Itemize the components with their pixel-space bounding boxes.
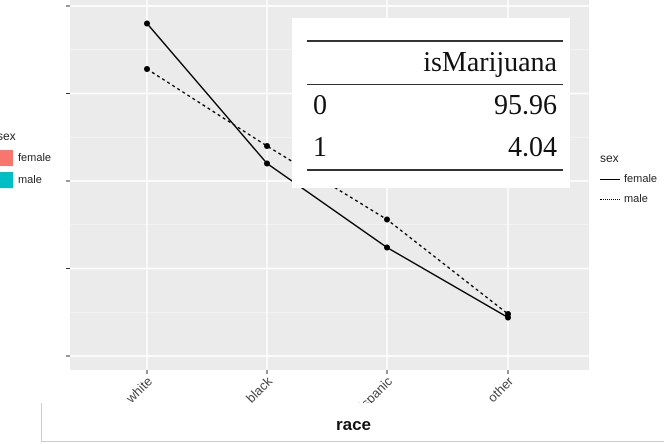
data-point-female bbox=[384, 244, 390, 251]
data-point-male bbox=[264, 143, 270, 149]
x-axis-label: race bbox=[336, 415, 371, 434]
fill-legend: sex female male bbox=[0, 129, 51, 191]
x-axis-label-box: race bbox=[41, 403, 664, 442]
table-row: 0 95.96 bbox=[307, 85, 563, 128]
data-point-male bbox=[384, 216, 390, 223]
female-swatch bbox=[0, 150, 13, 166]
table-header-row: isMarijuana bbox=[307, 40, 563, 85]
x-tick-label: black bbox=[243, 373, 275, 405]
linetype-legend: sex female male bbox=[600, 151, 657, 209]
x-tick-label: other bbox=[485, 373, 517, 405]
solid-line-key bbox=[600, 178, 620, 180]
x-tick-label: white bbox=[122, 374, 155, 407]
fill-legend-label-male: male bbox=[18, 174, 42, 186]
fill-legend-item-male: male bbox=[0, 169, 51, 191]
data-point-male bbox=[505, 311, 511, 317]
linetype-legend-item-female: female bbox=[600, 169, 657, 189]
male-swatch bbox=[0, 172, 13, 188]
fill-legend-label-female: female bbox=[18, 152, 52, 164]
linetype-legend-label-female: female bbox=[624, 173, 658, 185]
table-header-blank bbox=[307, 40, 346, 85]
dotted-line-key bbox=[600, 198, 620, 200]
data-point-male bbox=[144, 66, 150, 72]
table-overlay: isMarijuana 0 95.96 1 4.04 bbox=[292, 18, 570, 188]
y-ticks bbox=[66, 5, 70, 357]
data-point-female bbox=[264, 160, 270, 167]
table-row-index: 1 bbox=[307, 127, 346, 171]
table-row-value: 95.96 bbox=[494, 90, 557, 121]
table-header-ismarijuana: isMarijuana bbox=[345, 40, 563, 85]
linetype-legend-item-male: male bbox=[600, 189, 657, 209]
summary-table: isMarijuana 0 95.96 1 4.04 bbox=[307, 40, 563, 171]
linetype-legend-title: sex bbox=[600, 151, 619, 165]
linetype-legend-label-male: male bbox=[624, 193, 648, 205]
fill-legend-item-female: female bbox=[0, 147, 51, 169]
series-line-female bbox=[146, 23, 509, 319]
data-point-female bbox=[144, 20, 150, 27]
table-row: 1 4.04 bbox=[307, 127, 563, 171]
table-row-value: 4.04 bbox=[345, 127, 563, 171]
fill-legend-title: sex bbox=[0, 129, 16, 143]
table-row-index: 0 bbox=[313, 90, 327, 121]
